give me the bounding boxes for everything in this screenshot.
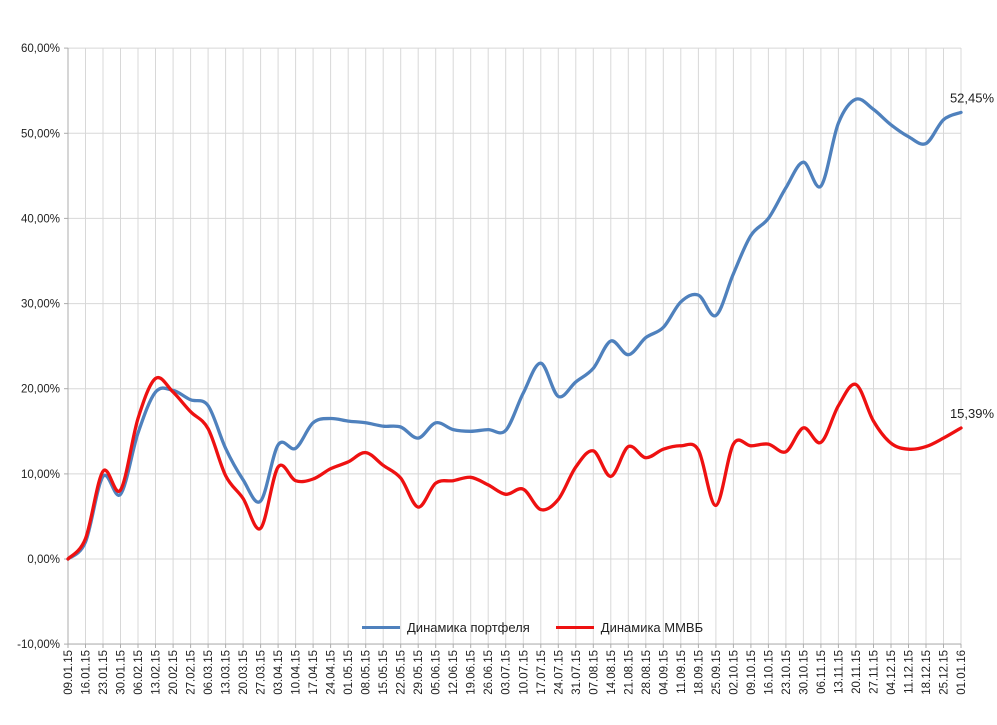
x-axis-label: 14.08.15: [606, 650, 618, 695]
x-axis-label: 26.06.15: [483, 650, 495, 695]
gridlines-vertical: [67, 48, 962, 644]
x-axis-label: 16.10.15: [763, 650, 775, 695]
y-axis-label: -10,00%: [17, 639, 60, 651]
legend-label-portfolio: Динамика портфеля: [407, 620, 530, 635]
x-axis-label: 03.04.15: [273, 650, 285, 695]
x-axis-label: 27.03.15: [256, 650, 268, 695]
y-axis-label: 30,00%: [21, 299, 60, 311]
legend-item-portfolio: Динамика портфеля: [362, 620, 530, 635]
series-lines: [66, 97, 963, 561]
legend-item-micex: Динамика ММВБ: [555, 620, 704, 635]
x-axis-label: 01.01.16: [956, 650, 968, 695]
x-axis-label: 27.02.15: [186, 650, 198, 695]
x-axis-label: 17.07.15: [536, 650, 548, 695]
x-axis-label: 15.05.15: [378, 650, 390, 695]
x-axis-label: 11.12.15: [904, 650, 916, 694]
x-axis-label: 20.11.15: [851, 650, 863, 694]
x-axis-label: 25.12.15: [939, 650, 951, 695]
x-axis-label: 12.06.15: [448, 650, 460, 695]
x-axis-label: 08.05.15: [361, 650, 373, 695]
y-axis-label: 20,00%: [21, 384, 60, 396]
x-axis-label: 30.10.15: [798, 650, 810, 695]
x-axis-labels: 09.01.15 16.01.15 23.01.15 30.01.15 06.02.15…: [63, 650, 968, 695]
y-axis-label: 10,00%: [21, 469, 60, 481]
x-axis-label: 06.03.15: [203, 650, 215, 695]
x-axis-label: 06.11.15: [816, 650, 828, 694]
x-axis-label: 31.07.15: [571, 650, 583, 695]
x-axis-label: 17.04.15: [308, 650, 320, 695]
x-axis-label: 23.01.15: [98, 650, 110, 695]
x-axis-label: 02.10.15: [728, 650, 740, 695]
micex-line-swatch: [555, 626, 594, 629]
x-axis-label: 20.03.15: [238, 650, 250, 695]
x-axis-label: 04.12.15: [886, 650, 898, 695]
x-axis-label: 10.07.15: [518, 650, 530, 695]
x-axis-label: 10.04.15: [291, 650, 303, 695]
x-axis-label: 30.01.15: [116, 650, 128, 695]
micex-end-value-label: 15,39%: [950, 406, 995, 421]
y-axis-label: 0,00%: [27, 554, 60, 566]
y-axis-label: 60,00%: [21, 43, 60, 55]
x-axis-label: 18.09.15: [693, 650, 705, 695]
legend: Динамика портфеля Динамика ММВБ: [362, 620, 703, 635]
x-axis-label: 06.02.15: [133, 650, 145, 695]
y-axis-labels: 60,00% 50,00% 40,00% 30,00% 20,00% 10,00% 0,00…: [17, 43, 60, 651]
x-axis-label: 23.10.15: [781, 650, 793, 695]
x-axis-label: 07.08.15: [588, 650, 600, 695]
x-axis-label: 13.11.15: [833, 650, 845, 694]
x-axis-label: 18.12.15: [921, 650, 933, 695]
x-axis-label: 04.09.15: [658, 650, 670, 695]
x-axis-label: 03.07.15: [501, 650, 513, 695]
portfolio-line-swatch: [362, 626, 400, 629]
x-axis-label: 13.03.15: [221, 650, 233, 695]
x-axis-label: 28.08.15: [641, 650, 653, 695]
y-axis-label: 40,00%: [21, 213, 60, 225]
x-axis-label: 24.04.15: [326, 650, 338, 695]
x-axis-label: 05.06.15: [431, 650, 443, 695]
x-axis-label: 16.01.15: [81, 650, 93, 695]
x-axis-label: 01.05.15: [343, 650, 355, 695]
legend-label-micex: Динамика ММВБ: [600, 620, 704, 635]
axes: [64, 47, 962, 648]
x-axis-label: 20.02.15: [168, 650, 180, 695]
x-axis-label: 27.11.15: [869, 650, 881, 694]
x-axis-label: 09.10.15: [746, 650, 758, 695]
portfolio-end-value-label: 52,45%: [950, 90, 995, 105]
x-axis-label: 11.09.15: [676, 650, 688, 694]
x-axis-label: 25.09.15: [711, 650, 723, 695]
portfolio-series-line: [66, 97, 963, 561]
x-axis-label: 19.06.15: [466, 650, 478, 695]
x-axis-label: 24.07.15: [553, 650, 565, 695]
micex-series-line: [66, 375, 963, 561]
series-end-labels: 52,45% 15,39%: [950, 90, 995, 421]
gridlines-horizontal: [68, 47, 961, 645]
x-axis-label: 13.02.15: [151, 650, 163, 695]
x-axis-label: 22.05.15: [396, 650, 408, 695]
x-axis-label: 21.08.15: [623, 650, 635, 695]
y-axis-label: 50,00%: [21, 128, 60, 140]
x-axis-label: 29.05.15: [413, 650, 425, 695]
x-axis-label: 09.01.15: [63, 650, 75, 695]
